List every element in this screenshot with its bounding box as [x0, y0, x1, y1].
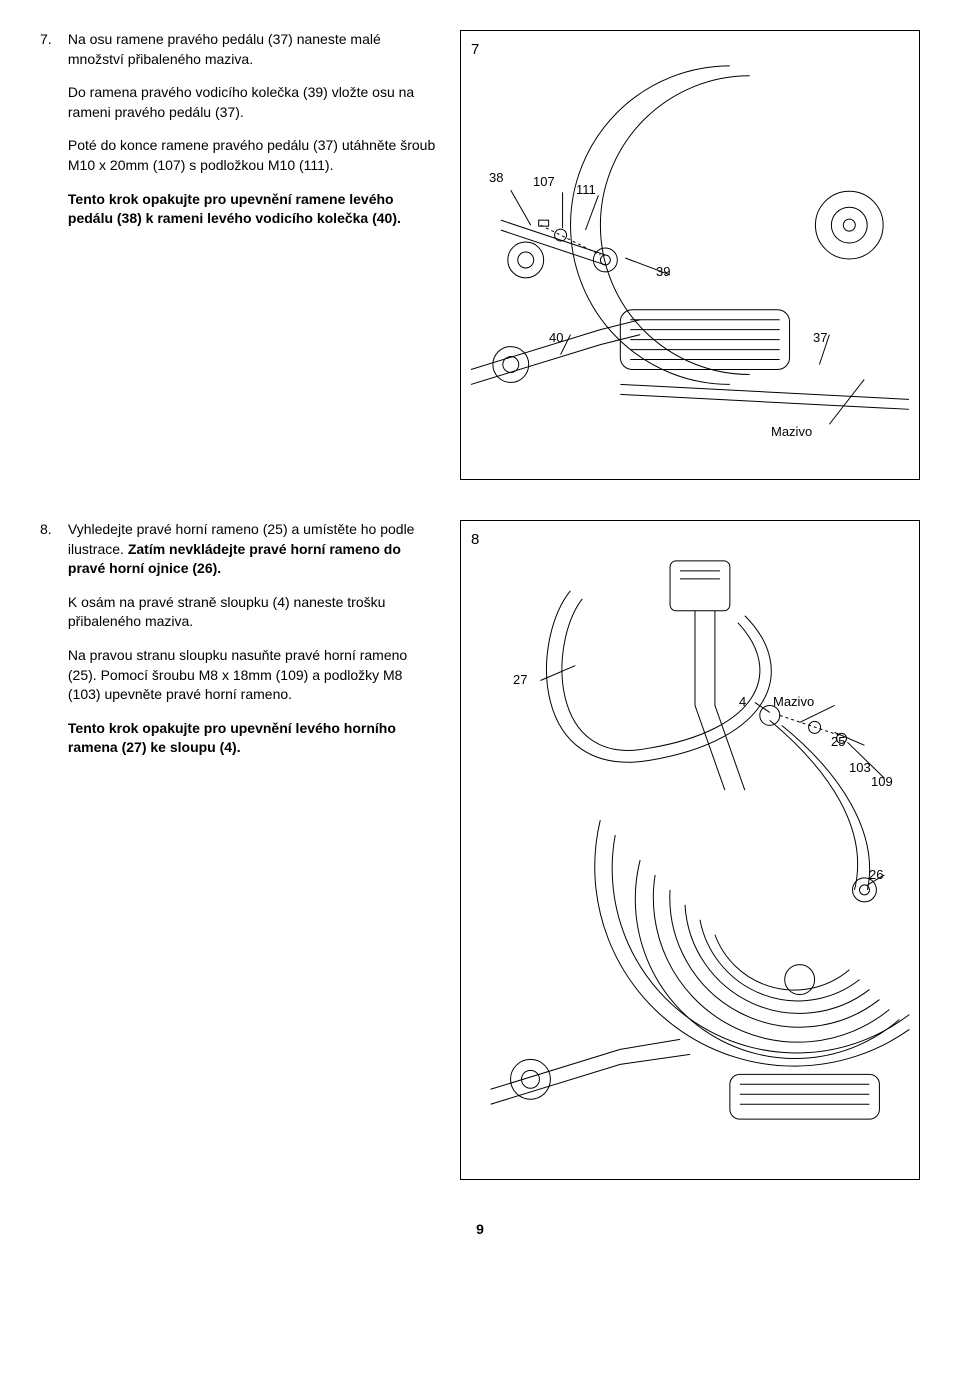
label-26: 26	[869, 866, 883, 884]
label-4: 4	[739, 693, 746, 711]
label-37: 37	[813, 329, 827, 347]
label-39: 39	[656, 263, 670, 281]
step-8-p2: K osám na pravé straně sloupku (4) nanes…	[68, 593, 438, 632]
step-7: 7. Na osu ramene pravého pedálu (37) nan…	[40, 30, 920, 480]
step-8-text: 8. Vyhledejte pravé horní rameno (25) a …	[40, 520, 440, 772]
step-8-p3: Na pravou stranu sloupku nasuňte pravé h…	[68, 646, 438, 705]
label-38: 38	[489, 169, 503, 187]
figure-8-diagram	[461, 521, 919, 1179]
label-111: 111	[576, 181, 596, 199]
label-109: 109	[871, 773, 893, 791]
figure-7: 7	[460, 30, 920, 480]
figure-7-diagram	[461, 31, 919, 479]
step-8-p4: Tento krok opakujte pro upevnění levého …	[68, 720, 396, 756]
page: 7. Na osu ramene pravého pedálu (37) nan…	[40, 30, 920, 1240]
step-8-number: 8.	[40, 520, 64, 540]
label-27: 27	[513, 671, 527, 689]
step-7-body: Na osu ramene pravého pedálu (37) nanest…	[68, 30, 438, 243]
step-7-text: 7. Na osu ramene pravého pedálu (37) nan…	[40, 30, 440, 243]
label-mazivo-7: Mazivo	[771, 423, 812, 441]
step-7-p4: Tento krok opakujte pro upevnění ramene …	[68, 191, 401, 227]
label-103: 103	[849, 759, 871, 777]
step-8: 8. Vyhledejte pravé horní rameno (25) a …	[40, 520, 920, 1180]
step-8-body: Vyhledejte pravé horní rameno (25) a umí…	[68, 520, 438, 772]
label-40: 40	[549, 329, 563, 347]
step-7-number: 7.	[40, 30, 64, 50]
step-8-p1: Vyhledejte pravé horní rameno (25) a umí…	[68, 520, 438, 579]
page-number: 9	[40, 1220, 920, 1240]
step-7-p1: Na osu ramene pravého pedálu (37) nanest…	[68, 30, 438, 69]
step-7-p2: Do ramena pravého vodicího kolečka (39) …	[68, 83, 438, 122]
label-25: 25	[831, 733, 845, 751]
step-7-p3: Poté do konce ramene pravého pedálu (37)…	[68, 136, 438, 175]
figure-8: 8	[460, 520, 920, 1180]
label-mazivo-8: Mazivo	[773, 693, 814, 711]
label-107: 107	[533, 173, 555, 191]
